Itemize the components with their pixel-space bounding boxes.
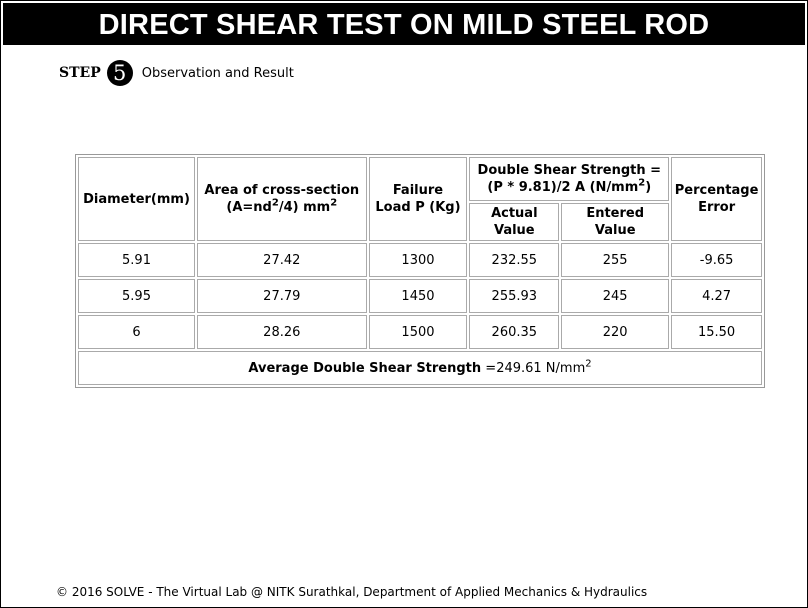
average-row: Average Double Shear Strength =249.61 N/… xyxy=(78,351,762,385)
average-cell: Average Double Shear Strength =249.61 N/… xyxy=(78,351,762,385)
cell-load: 1450 xyxy=(368,279,468,313)
table-row: 5.95 27.79 1450 255.93 245 4.27 xyxy=(78,279,762,313)
header-actual-value: Actual Value xyxy=(469,203,560,241)
cell-entered: 245 xyxy=(561,279,670,313)
cell-actual: 232.55 xyxy=(469,243,560,277)
cell-load: 1500 xyxy=(368,315,468,349)
cell-actual: 255.93 xyxy=(469,279,560,313)
cell-load: 1300 xyxy=(368,243,468,277)
average-value: =249.61 N/mm2 xyxy=(485,358,592,376)
cell-entered: 255 xyxy=(561,243,670,277)
cell-error: -9.65 xyxy=(671,243,762,277)
cell-error: 4.27 xyxy=(671,279,762,313)
table-row: 5.91 27.42 1300 232.55 255 -9.65 xyxy=(78,243,762,277)
cell-entered: 220 xyxy=(561,315,670,349)
table-row: 6 28.26 1500 260.35 220 15.50 xyxy=(78,315,762,349)
cell-area: 27.42 xyxy=(197,243,367,277)
header-failure-load: Failure Load P (Kg) xyxy=(368,157,468,241)
cell-area: 28.26 xyxy=(197,315,367,349)
footer-copyright: © 2016 SOLVE - The Virtual Lab @ NITK Su… xyxy=(56,585,648,599)
step-number-badge: 5 xyxy=(106,60,133,86)
page-title: DIRECT SHEAR TEST ON MILD STEEL ROD xyxy=(3,3,805,45)
cell-diameter: 5.95 xyxy=(78,279,196,313)
cell-diameter: 6 xyxy=(78,315,196,349)
cell-error: 15.50 xyxy=(671,315,762,349)
header-diameter: Diameter(mm) xyxy=(78,157,196,241)
cell-actual: 260.35 xyxy=(469,315,560,349)
header-area: Area of cross-section (A=nd2/4) mm2 xyxy=(197,157,367,241)
header-percentage-error: Percentage Error xyxy=(671,157,762,241)
cell-area: 27.79 xyxy=(197,279,367,313)
step-indicator: STEP 5 Observation and Result xyxy=(59,59,294,87)
observation-table: Diameter(mm) Area of cross-section (A=nd… xyxy=(75,154,765,388)
header-entered-value: Entered Value xyxy=(561,203,670,241)
step-title: Observation and Result xyxy=(141,65,294,81)
step-label: STEP xyxy=(59,65,101,81)
header-double-shear-strength: Double Shear Strength = (P * 9.81)/2 A (… xyxy=(469,157,670,201)
cell-diameter: 5.91 xyxy=(78,243,196,277)
average-label: Average Double Shear Strength xyxy=(248,360,482,376)
